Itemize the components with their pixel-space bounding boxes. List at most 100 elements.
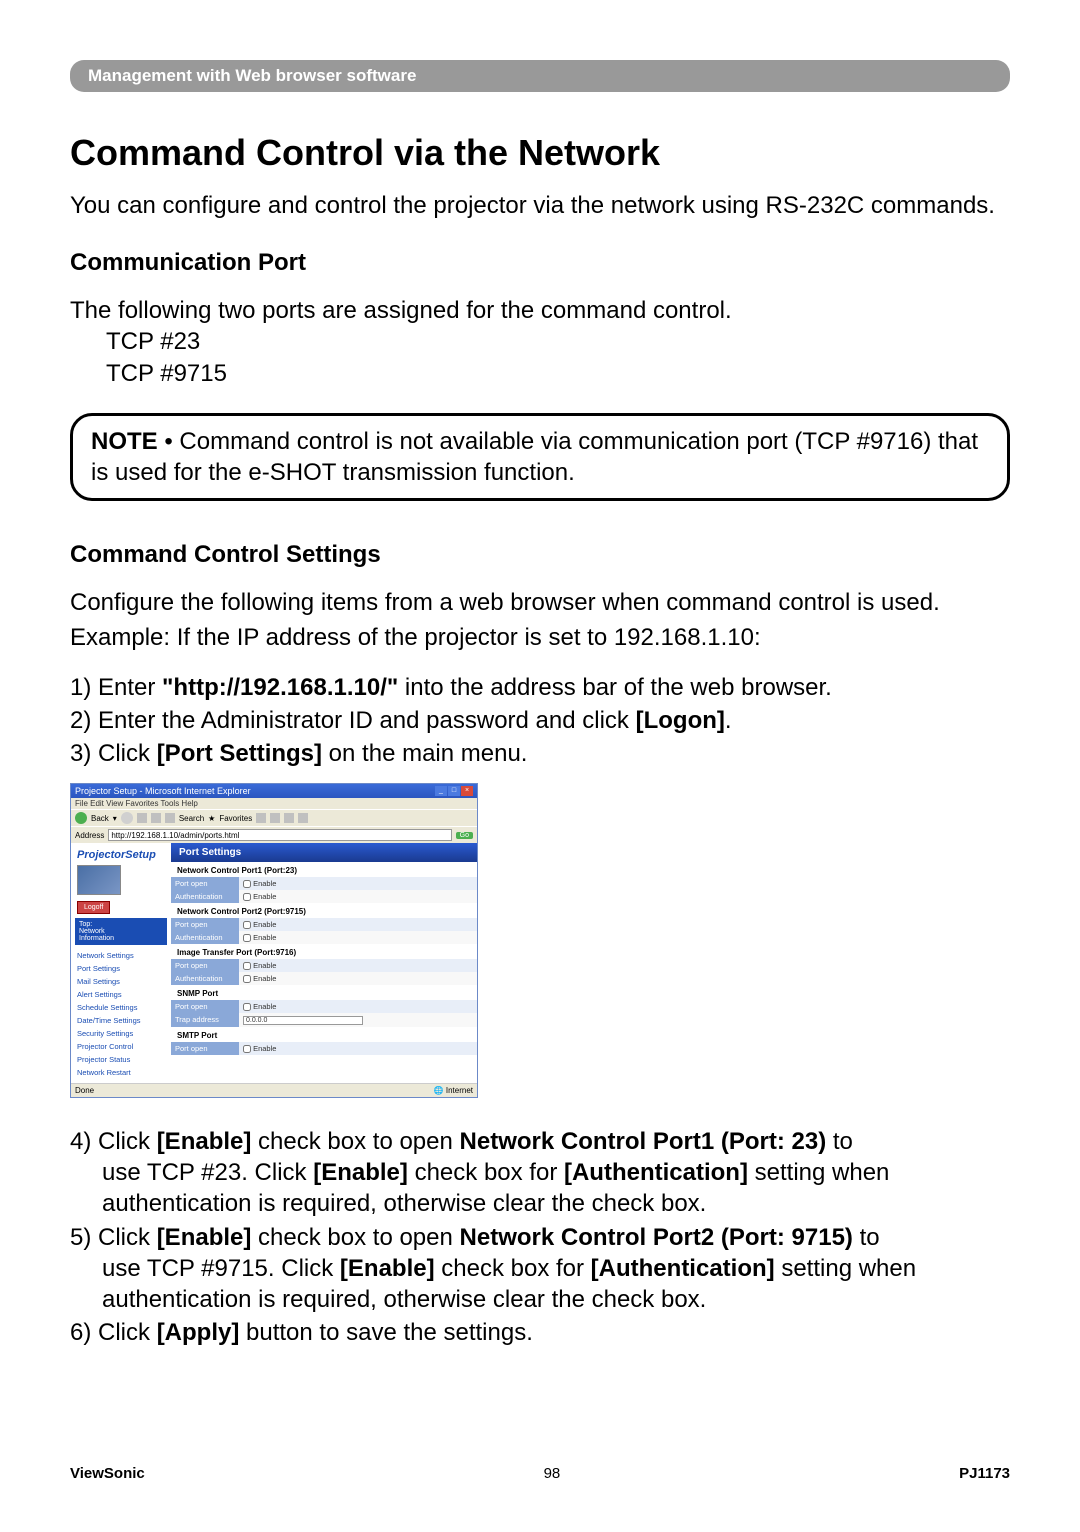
logoff-button[interactable]: Logoff	[77, 901, 110, 914]
sidebar-item-datetime-settings[interactable]: Date/Time Settings	[73, 1014, 169, 1027]
settings-row: Authentication Enable	[171, 890, 477, 903]
settings-para1: Configure the following items from a web…	[70, 587, 1010, 618]
refresh-icon[interactable]	[151, 813, 161, 823]
settings-row: Port open Enable	[171, 1042, 477, 1055]
settings-row: Trap address 0.0.0.0	[171, 1013, 477, 1027]
comm-port-lead: The following two ports are assigned for…	[70, 295, 1010, 326]
mail-icon[interactable]	[284, 813, 294, 823]
ie-sidebar: ProjectorSetup Logoff Top: Network Infor…	[71, 843, 171, 1083]
minimize-icon[interactable]: _	[435, 786, 447, 796]
steps-group-b: 4) Click [Enable] check box to open Netw…	[70, 1126, 1010, 1348]
port-line-1: TCP #23	[70, 326, 1010, 357]
section-title: Image Transfer Port (Port:9716)	[171, 944, 477, 959]
settings-row: Authentication Enable	[171, 931, 477, 944]
row-value: Enable	[239, 877, 477, 890]
forward-icon[interactable]	[121, 812, 133, 824]
row-label: Authentication	[171, 972, 239, 985]
row-value: Enable	[239, 972, 477, 985]
home-icon[interactable]	[165, 813, 175, 823]
settings-row: Port open Enable	[171, 1000, 477, 1013]
row-value: Enable	[239, 890, 477, 903]
row-label: Port open	[171, 959, 239, 972]
maximize-icon[interactable]: □	[448, 786, 460, 796]
sidebar-item-schedule-settings[interactable]: Schedule Settings	[73, 1001, 169, 1014]
main-header: Port Settings	[171, 843, 477, 862]
ie-addressbar: Address Go	[71, 826, 477, 843]
search-label[interactable]: Search	[179, 814, 204, 823]
sidebar-item-projector-control[interactable]: Projector Control	[73, 1040, 169, 1053]
sidebar-brand: ProjectorSetup	[73, 847, 169, 863]
ie-title: Projector Setup - Microsoft Internet Exp…	[75, 786, 251, 796]
row-value: Enable	[239, 959, 477, 972]
row-label: Port open	[171, 918, 239, 931]
section-title: Network Control Port2 (Port:9715)	[171, 903, 477, 918]
back-label: Back	[91, 814, 109, 823]
section-title: Network Control Port1 (Port:23)	[171, 862, 477, 877]
ie-window: Projector Setup - Microsoft Internet Exp…	[70, 783, 478, 1098]
enable-checkbox[interactable]	[243, 1045, 251, 1053]
section-banner: Management with Web browser software	[70, 60, 1010, 92]
row-label: Authentication	[171, 890, 239, 903]
row-value: Enable	[239, 1000, 477, 1013]
row-value: Enable	[239, 1042, 477, 1055]
row-label: Port open	[171, 1042, 239, 1055]
sidebar-item-projector-status[interactable]: Projector Status	[73, 1053, 169, 1066]
media-icon[interactable]	[256, 813, 266, 823]
row-label: Port open	[171, 1000, 239, 1013]
back-icon[interactable]	[75, 812, 87, 824]
status-right: 🌐 Internet	[434, 1086, 473, 1095]
print-icon[interactable]	[298, 813, 308, 823]
section-title: SMTP Port	[171, 1027, 477, 1042]
intro-text: You can configure and control the projec…	[70, 190, 1010, 221]
enable-checkbox[interactable]	[243, 880, 251, 888]
sidebar-panel[interactable]: Top: Network Information	[75, 918, 167, 945]
port-line-2: TCP #9715	[70, 358, 1010, 389]
status-left: Done	[75, 1086, 94, 1095]
go-button[interactable]: Go	[456, 832, 473, 839]
enable-checkbox[interactable]	[243, 962, 251, 970]
enable-checkbox[interactable]	[243, 1003, 251, 1011]
row-value: Enable	[239, 931, 477, 944]
enable-checkbox[interactable]	[243, 893, 251, 901]
projector-thumbnail	[77, 865, 121, 895]
ie-menubar[interactable]: File Edit View Favorites Tools Help	[71, 798, 477, 809]
note-label: NOTE	[91, 428, 158, 455]
page-footer: ViewSonic 98 PJ1173	[70, 1465, 1010, 1482]
stop-icon[interactable]	[137, 813, 147, 823]
settings-row: Port open Enable	[171, 959, 477, 972]
settings-row: Authentication Enable	[171, 972, 477, 985]
settings-row: Port open Enable	[171, 877, 477, 890]
settings-row: Port open Enable	[171, 918, 477, 931]
ie-titlebar: Projector Setup - Microsoft Internet Exp…	[71, 784, 477, 798]
ie-main: Port Settings Network Control Port1 (Por…	[171, 843, 477, 1083]
footer-page: 98	[544, 1465, 561, 1482]
address-input[interactable]	[108, 829, 451, 841]
address-label: Address	[75, 831, 104, 840]
note-body: • Command control is not available via c…	[91, 428, 978, 486]
enable-checkbox[interactable]	[243, 934, 251, 942]
page-title: Command Control via the Network	[70, 132, 1010, 174]
sidebar-item-alert-settings[interactable]: Alert Settings	[73, 988, 169, 1001]
enable-checkbox[interactable]	[243, 921, 251, 929]
sidebar-item-mail-settings[interactable]: Mail Settings	[73, 975, 169, 988]
row-label: Authentication	[171, 931, 239, 944]
sidebar-item-network-restart[interactable]: Network Restart	[73, 1066, 169, 1079]
trap-address-field[interactable]: 0.0.0.0	[243, 1016, 363, 1025]
row-label: Port open	[171, 877, 239, 890]
favorites-label[interactable]: Favorites	[219, 814, 252, 823]
close-icon[interactable]: ×	[461, 786, 473, 796]
ie-toolbar: Back ▾ Search ★Favorites	[71, 809, 477, 826]
settings-para2: Example: If the IP address of the projec…	[70, 622, 1010, 653]
footer-brand: ViewSonic	[70, 1465, 145, 1482]
settings-heading: Command Control Settings	[70, 541, 1010, 569]
sidebar-item-port-settings[interactable]: Port Settings	[73, 962, 169, 975]
row-value: 0.0.0.0	[239, 1013, 477, 1027]
ie-statusbar: Done 🌐 Internet	[71, 1083, 477, 1097]
sidebar-item-security-settings[interactable]: Security Settings	[73, 1027, 169, 1040]
enable-checkbox[interactable]	[243, 975, 251, 983]
sidebar-item-network-settings[interactable]: Network Settings	[73, 949, 169, 962]
comm-port-heading: Communication Port	[70, 249, 1010, 277]
steps-group-a: 1) Enter "http://192.168.1.10/" into the…	[70, 672, 1010, 770]
row-label: Trap address	[171, 1013, 239, 1027]
history-icon[interactable]	[270, 813, 280, 823]
